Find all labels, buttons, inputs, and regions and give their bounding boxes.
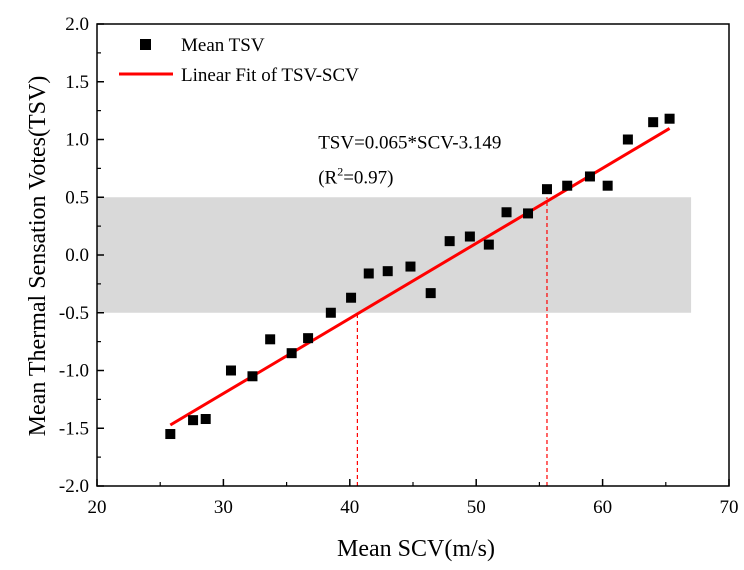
y-tick-label: 1.0 [65,130,89,151]
data-point [382,266,393,277]
y-tick-label: -1.0 [59,361,89,382]
data-point [405,261,416,272]
y-tick-label: -0.5 [59,303,89,324]
x-tick-label: 60 [593,497,612,518]
data-point [523,208,534,219]
x-tick-label: 50 [467,497,486,518]
data-point [562,180,573,191]
comfort-band [97,197,692,313]
x-tick-label: 40 [340,497,359,518]
data-point [265,334,276,345]
y-tick-label: 1.5 [65,72,89,93]
data-point [286,348,297,359]
reference-lines [356,197,548,486]
data-point [464,231,475,242]
data-point [363,268,374,279]
data-point [648,117,659,128]
legend-label-linear-fit: Linear Fit of TSV-SCV [181,65,359,86]
r2-prefix: (R [318,167,337,188]
data-point [622,134,633,145]
data-point [325,307,336,318]
x-tick-label: 70 [720,497,739,518]
data-points [165,113,675,440]
equation-annotation: TSV=0.065*SCV-3.149 [318,133,501,154]
legend-label-mean-tsv: Mean TSV [181,35,265,56]
data-point [188,415,199,426]
r2-suffix: =0.97) [343,167,393,188]
legend: Mean TSV Linear Fit of TSV-SCV [119,35,359,86]
r2-superscript: 2 [337,164,343,178]
x-axis-ticks: 20 30 40 50 60 70 [88,479,739,518]
data-point [346,292,357,303]
data-point [225,365,236,376]
data-point [444,236,455,247]
data-point [483,239,494,250]
data-point [584,171,595,182]
data-point [165,429,176,440]
data-point [303,333,314,344]
y-tick-label: 2.0 [65,14,89,35]
y-axis-ticks: 2.0 1.5 1.0 0.5 0.0 -0.5 -1.0 -1.5 -2.0 [59,14,104,497]
legend-marker-square [140,39,151,50]
data-point [501,207,512,218]
data-point [247,371,258,382]
data-point [200,414,211,425]
y-tick-label: 0.5 [65,187,89,208]
data-point [664,113,675,124]
y-tick-label: -2.0 [59,476,89,497]
data-point [425,288,436,299]
x-axis-title: Mean SCV(m/s) [337,536,495,562]
y-tick-label: -1.5 [59,418,89,439]
data-point [602,180,613,191]
y-tick-label: 0.0 [65,245,89,266]
r-squared-annotation: (R2=0.97) [318,164,393,188]
data-point [541,184,552,195]
x-tick-label: 30 [214,497,233,518]
x-tick-label: 20 [88,497,107,518]
y-axis-title: Mean Thermal Sensation Votes(TSV) [25,76,51,437]
